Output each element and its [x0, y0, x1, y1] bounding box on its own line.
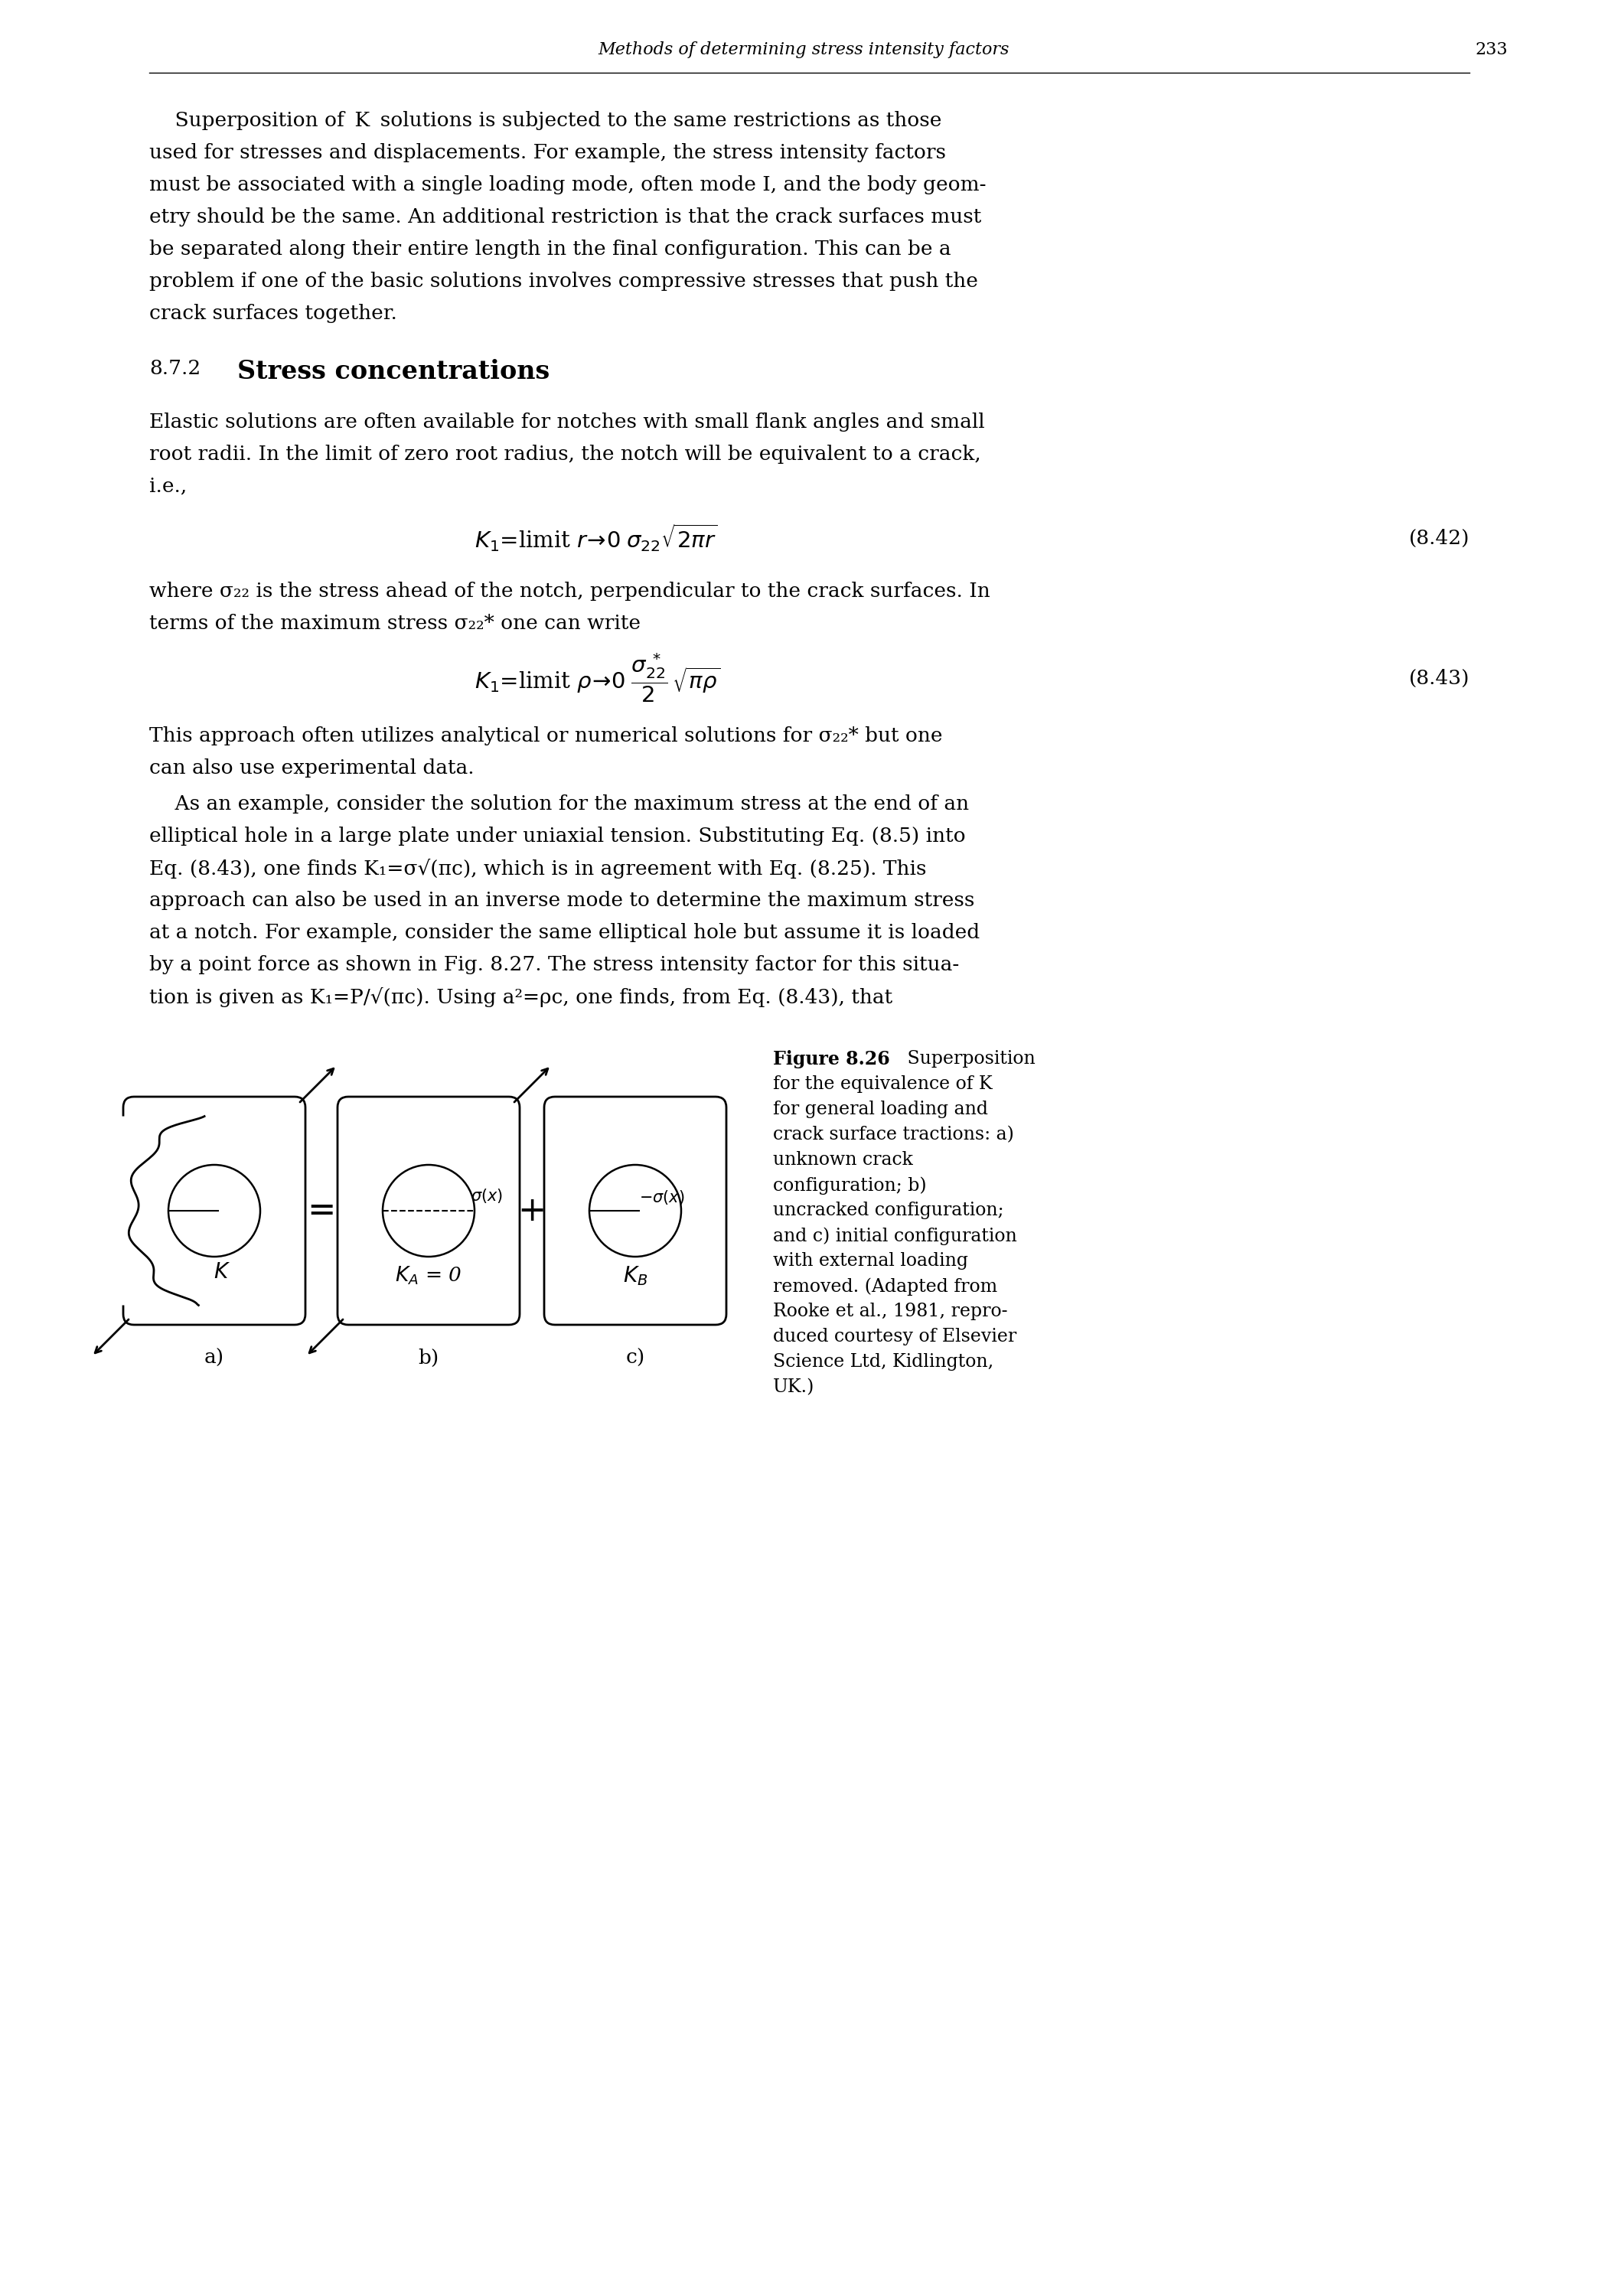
Text: uncracked configuration;: uncracked configuration;: [773, 1201, 1003, 1219]
Text: +: +: [518, 1194, 547, 1228]
Text: $K_1$=limit $r\!\rightarrow\!0\;\sigma_{22}\sqrt{2\pi r}$: $K_1$=limit $r\!\rightarrow\!0\;\sigma_{…: [474, 523, 717, 553]
Text: $-\sigma(x)$: $-\sigma(x)$: [638, 1189, 685, 1205]
Text: must be associated with a single loading mode, often mode I, and the body geom-: must be associated with a single loading…: [150, 174, 986, 195]
Text: crack surfaces together.: crack surfaces together.: [150, 303, 397, 324]
Text: can also use experimental data.: can also use experimental data.: [150, 758, 474, 778]
Text: $K_B$: $K_B$: [622, 1265, 648, 1288]
Text: at a notch. For example, consider the same elliptical hole but assume it is load: at a notch. For example, consider the sa…: [150, 923, 979, 941]
Text: duced courtesy of Elsevier: duced courtesy of Elsevier: [773, 1327, 1016, 1345]
Text: approach can also be used in an inverse mode to determine the maximum stress: approach can also be used in an inverse …: [150, 891, 974, 909]
FancyBboxPatch shape: [124, 1097, 306, 1325]
Text: i.e.,: i.e.,: [150, 478, 187, 496]
Text: Rooke et al., 1981, repro-: Rooke et al., 1981, repro-: [773, 1302, 1008, 1320]
Text: Superposition: Superposition: [902, 1049, 1036, 1068]
Text: 233: 233: [1475, 41, 1508, 57]
Text: UK.): UK.): [773, 1378, 815, 1396]
Text: tion is given as K₁=P/√(πc). Using a²=ρc, one finds, from Eq. (8.43), that: tion is given as K₁=P/√(πc). Using a²=ρc…: [150, 987, 892, 1008]
Text: $K$: $K$: [214, 1263, 230, 1281]
Text: (8.42): (8.42): [1409, 528, 1470, 549]
Text: with external loading: with external loading: [773, 1251, 968, 1270]
Text: elliptical hole in a large plate under uniaxial tension. Substituting Eq. (8.5) : elliptical hole in a large plate under u…: [150, 827, 965, 845]
Text: for general loading and: for general loading and: [773, 1100, 987, 1118]
Text: $K_A$ = 0: $K_A$ = 0: [396, 1265, 461, 1286]
Text: As an example, consider the solution for the maximum stress at the end of an: As an example, consider the solution for…: [150, 794, 970, 813]
Text: Elastic solutions are often available for notches with small flank angles and sm: Elastic solutions are often available fo…: [150, 413, 984, 432]
Text: $\sigma(x)$: $\sigma(x)$: [471, 1187, 503, 1203]
Text: problem if one of the basic solutions involves compressive stresses that push th: problem if one of the basic solutions in…: [150, 271, 978, 292]
FancyBboxPatch shape: [544, 1097, 727, 1325]
Text: removed. (Adapted from: removed. (Adapted from: [773, 1277, 997, 1295]
Text: Eq. (8.43), one finds K₁=σ√(πc), which is in agreement with Eq. (8.25). This: Eq. (8.43), one finds K₁=σ√(πc), which i…: [150, 859, 926, 879]
Text: by a point force as shown in Fig. 8.27. The stress intensity factor for this sit: by a point force as shown in Fig. 8.27. …: [150, 955, 960, 974]
Text: Figure 8.26: Figure 8.26: [773, 1049, 889, 1068]
Text: be separated along their entire length in the final configuration. This can be a: be separated along their entire length i…: [150, 239, 950, 259]
Text: and c) initial configuration: and c) initial configuration: [773, 1226, 1016, 1244]
Text: Stress concentrations: Stress concentrations: [238, 358, 550, 383]
Polygon shape: [111, 1116, 204, 1304]
Text: root radii. In the limit of zero root radius, the notch will be equivalent to a : root radii. In the limit of zero root ra…: [150, 445, 981, 464]
Text: a): a): [204, 1348, 224, 1368]
Text: unknown crack: unknown crack: [773, 1150, 913, 1169]
Text: crack surface tractions: a): crack surface tractions: a): [773, 1125, 1015, 1143]
Text: This approach often utilizes analytical or numerical solutions for σ₂₂* but one: This approach often utilizes analytical …: [150, 726, 942, 746]
FancyBboxPatch shape: [338, 1097, 519, 1325]
Text: used for stresses and displacements. For example, the stress intensity factors: used for stresses and displacements. For…: [150, 142, 946, 163]
Text: 8.7.2: 8.7.2: [150, 358, 201, 379]
Text: c): c): [626, 1348, 645, 1368]
Text: Methods of determining stress intensity factors: Methods of determining stress intensity …: [598, 41, 1010, 57]
Text: (8.43): (8.43): [1409, 668, 1470, 689]
Text: b): b): [418, 1348, 439, 1368]
Text: Superposition of  K  solutions is subjected to the same restrictions as those: Superposition of K solutions is subjecte…: [150, 110, 942, 131]
Text: etry should be the same. An additional restriction is that the crack surfaces mu: etry should be the same. An additional r…: [150, 207, 981, 227]
Text: where σ₂₂ is the stress ahead of the notch, perpendicular to the crack surfaces.: where σ₂₂ is the stress ahead of the not…: [150, 581, 991, 602]
Text: =: =: [307, 1194, 336, 1228]
Text: terms of the maximum stress σ₂₂* one can write: terms of the maximum stress σ₂₂* one can…: [150, 613, 640, 634]
Text: configuration; b): configuration; b): [773, 1176, 926, 1194]
Text: Science Ltd, Kidlington,: Science Ltd, Kidlington,: [773, 1352, 994, 1371]
Text: for the equivalence of K: for the equivalence of K: [773, 1075, 992, 1093]
Text: $K_1$=limit $\rho\!\rightarrow\!0\;\dfrac{\sigma_{22}^{\,*}}{2}\,\sqrt{\pi\rho}$: $K_1$=limit $\rho\!\rightarrow\!0\;\dfra…: [474, 652, 720, 705]
